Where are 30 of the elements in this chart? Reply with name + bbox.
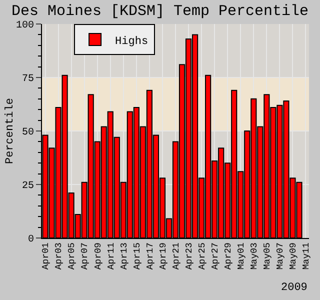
x-tick-label: May09 xyxy=(288,242,299,270)
x-tick-label: Apr03 xyxy=(54,242,64,270)
x-tick-label: Apr01 xyxy=(41,242,52,270)
x-tick-label: Apr29 xyxy=(224,242,234,270)
y-tick-label: 75 xyxy=(22,74,34,85)
x-tick-label: Apr25 xyxy=(197,242,208,270)
x-tick-label: Apr05 xyxy=(67,242,78,270)
x-tick-label: May07 xyxy=(276,242,286,270)
x-tick-label: Apr09 xyxy=(93,242,104,270)
y-axis-title: Percentile xyxy=(4,98,17,164)
x-tick-label: Apr23 xyxy=(184,242,194,270)
y-tick-label: 25 xyxy=(22,181,34,192)
chart-title: Des Moines [KDSM] Temp Percentile xyxy=(11,3,309,20)
x-tick-label: May03 xyxy=(250,242,260,270)
x-tick-label: Apr15 xyxy=(132,242,142,270)
x-tick-label: Apr13 xyxy=(119,242,130,270)
y-tick-label: 100 xyxy=(16,20,34,32)
x-tick-label: Apr07 xyxy=(80,242,90,270)
x-tick-label: Apr17 xyxy=(145,242,156,270)
x-tick-label: Apr11 xyxy=(106,242,116,270)
x-tick-label: May01 xyxy=(236,242,247,270)
legend-label: Highs xyxy=(115,36,148,48)
text: 2009 xyxy=(281,282,308,294)
x-tick-label: May11 xyxy=(302,242,312,270)
x-tick-label: Apr19 xyxy=(158,242,168,270)
y-tick-label: 50 xyxy=(22,128,34,138)
x-tick-label: Apr27 xyxy=(210,242,220,270)
x-tick-label: May05 xyxy=(262,242,273,270)
x-tick-label: Apr21 xyxy=(171,242,182,270)
y-tick-label: 0 xyxy=(28,234,34,246)
